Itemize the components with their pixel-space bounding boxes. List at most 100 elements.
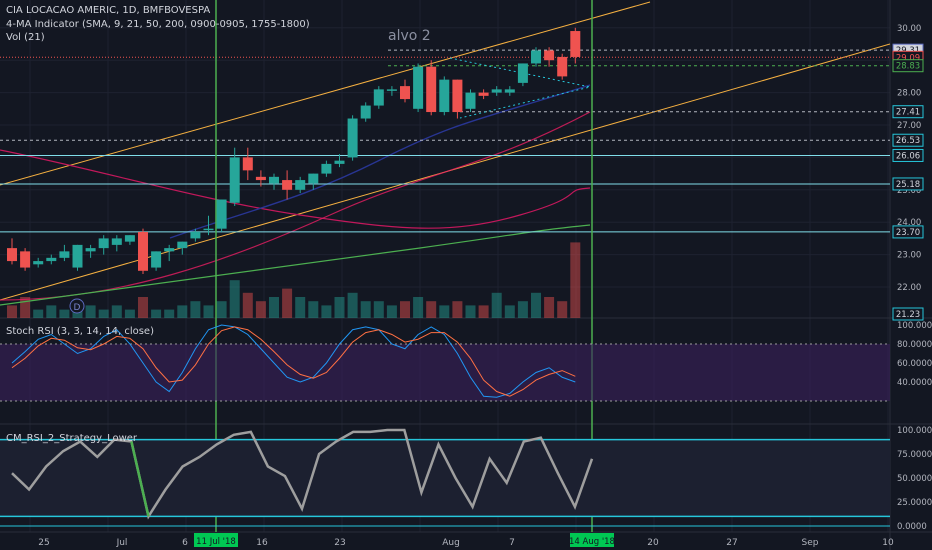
volume-bar xyxy=(504,305,515,318)
volume-bar xyxy=(439,305,450,318)
candle-body xyxy=(111,238,122,245)
x-axis-label: 11 Jul '18 xyxy=(196,537,236,547)
ma-200-line xyxy=(0,224,591,306)
price-label-box xyxy=(892,177,924,191)
candle-body xyxy=(491,89,502,93)
candle-body xyxy=(557,56,568,77)
symbol-title: CIA LOCACAO AMERIC, 1D, BMFBOVESPA xyxy=(6,5,211,16)
candle-body xyxy=(452,79,463,113)
stoch-rsi-title: Stoch RSI (3, 3, 14, 14, close) xyxy=(6,326,154,337)
volume-bar xyxy=(531,292,541,318)
x-axis-label: 25 xyxy=(38,538,49,548)
x-axis-label: Aug xyxy=(442,538,460,548)
candle-body xyxy=(177,241,188,249)
volume-bar xyxy=(400,301,410,318)
channel-upper-line xyxy=(0,1,651,186)
dividend-marker-label: D xyxy=(74,303,81,313)
price-label: 29.09 xyxy=(896,53,920,63)
candle-body xyxy=(151,251,162,268)
candle-body xyxy=(124,235,135,242)
candle-body xyxy=(7,248,17,262)
annotation-alvo-2: alvo 2 xyxy=(388,28,431,44)
volume-bar xyxy=(124,309,135,318)
volume-bar xyxy=(386,305,397,318)
price-axis-tick: 24.00 xyxy=(897,218,921,228)
volume-bar xyxy=(413,297,424,318)
volume-bar xyxy=(295,297,306,318)
price-label: 26.53 xyxy=(896,136,920,146)
x-axis-label: 10 xyxy=(882,538,894,548)
volume-bar xyxy=(491,292,502,318)
price-axis-tick: 25.00 xyxy=(897,186,921,196)
volume-bar xyxy=(517,301,528,318)
volume-bar xyxy=(229,280,240,318)
price-label-box xyxy=(892,59,924,73)
x-axis-label: 23 xyxy=(334,538,345,548)
candle-body xyxy=(373,89,384,106)
volume-bar xyxy=(242,292,253,318)
candle-body xyxy=(426,66,437,113)
cm-rsi-title: CM_RSI_2_Strategy_Lower xyxy=(6,433,138,444)
volume-bar xyxy=(373,301,384,318)
price-label-box xyxy=(892,225,924,239)
candle-body xyxy=(544,50,555,61)
stoch-band xyxy=(0,344,890,401)
volume-bar xyxy=(151,309,162,318)
stoch-axis-tick: 60.0000 xyxy=(897,359,932,369)
x-axis-label: Sep xyxy=(802,538,819,548)
stoch-axis-tick: 40.0000 xyxy=(897,378,932,388)
volume-bar xyxy=(111,305,122,318)
ma-9-line xyxy=(169,84,591,239)
price-axis-tick: 27.00 xyxy=(897,121,921,131)
ma-indicator-title: 4-MA Indicator (SMA, 9, 21, 50, 200, 090… xyxy=(6,19,310,30)
x-axis-label: 6 xyxy=(182,538,188,548)
volume-bar xyxy=(203,305,214,318)
candle-body xyxy=(360,105,371,119)
volume-indicator-title: Vol (21) xyxy=(6,32,45,43)
x-axis-label: 20 xyxy=(647,538,659,548)
volume-bar xyxy=(190,301,201,318)
candle-body xyxy=(59,251,70,258)
candle-body xyxy=(229,157,240,203)
candle-body xyxy=(439,79,450,113)
x-axis-date-highlight xyxy=(570,533,614,547)
candle-body xyxy=(72,244,83,268)
candle-body xyxy=(321,163,332,174)
candle-body xyxy=(33,261,44,265)
cm-band-fill xyxy=(0,439,890,517)
candle-body xyxy=(400,86,410,100)
ma-50-line xyxy=(0,149,591,229)
candle-body xyxy=(138,231,148,271)
stoch-k-line xyxy=(11,324,576,398)
price-label: 26.06 xyxy=(896,151,920,161)
candle-body xyxy=(465,92,476,109)
volume-bar xyxy=(426,301,437,318)
candle-body xyxy=(531,50,541,64)
cm-axis-tick: 25.0000 xyxy=(897,498,932,508)
volume-bar xyxy=(465,305,476,318)
candle-body xyxy=(242,157,253,171)
stoch-d-line xyxy=(11,326,576,397)
cm-buy-signal xyxy=(130,441,150,517)
dividend-marker xyxy=(69,298,85,314)
cm-axis-tick: 100.0000 xyxy=(897,426,932,436)
price-axis-tick: 30.00 xyxy=(897,24,921,34)
volume-bar xyxy=(452,301,463,318)
volume-bar xyxy=(308,301,319,318)
volume-bar xyxy=(138,297,148,318)
candle-body xyxy=(386,89,397,91)
volume-bar xyxy=(570,242,581,318)
volume-bar xyxy=(33,309,44,318)
candle-body xyxy=(98,238,109,249)
volume-bar xyxy=(20,297,31,318)
x-axis-label: 27 xyxy=(726,538,737,548)
volume-bar xyxy=(334,297,345,318)
candle-body xyxy=(570,31,581,57)
volume-bar xyxy=(98,309,109,318)
price-label: 21.23 xyxy=(896,310,920,320)
candle-body xyxy=(517,63,528,83)
x-axis-label: Jul xyxy=(116,538,128,548)
candle-body xyxy=(413,66,424,109)
price-label: 28.83 xyxy=(896,62,920,72)
